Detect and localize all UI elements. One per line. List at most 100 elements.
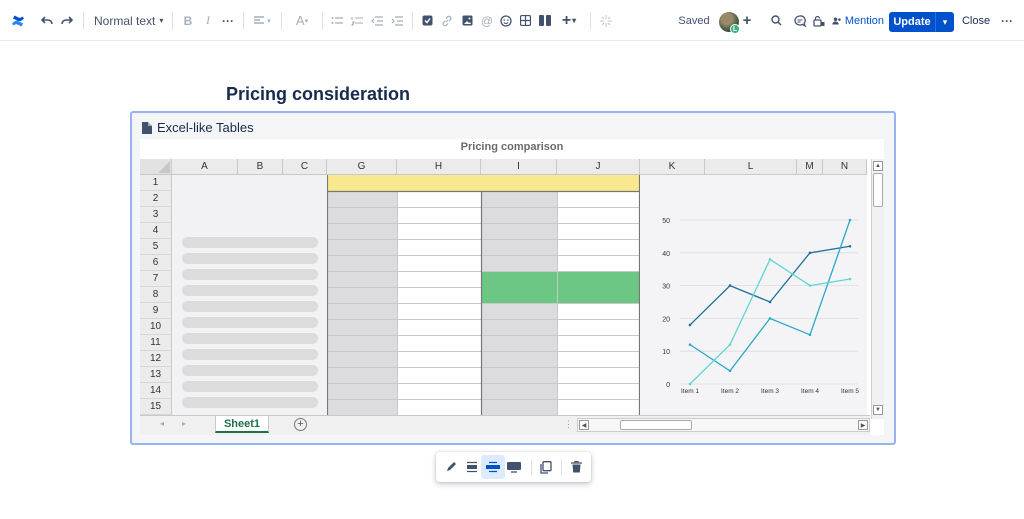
update-options-button[interactable]: ▾: [935, 12, 954, 32]
table-icon[interactable]: [518, 0, 532, 41]
data-point[interactable]: [768, 258, 772, 261]
add-sheet-icon[interactable]: +: [294, 418, 307, 431]
column-header[interactable]: B: [238, 159, 283, 175]
column-header[interactable]: L: [705, 159, 797, 175]
prev-sheet-icon[interactable]: ◂: [160, 419, 165, 428]
comment-icon[interactable]: [793, 0, 807, 41]
row-header[interactable]: 7: [140, 271, 172, 287]
data-point[interactable]: [768, 317, 772, 320]
width-default-icon[interactable]: [460, 455, 484, 479]
sheet-tab[interactable]: Sheet1: [215, 416, 269, 433]
data-point[interactable]: [728, 369, 732, 373]
column-header[interactable]: J: [557, 159, 640, 175]
vertical-scrollbar[interactable]: ▲ ▼: [871, 159, 884, 419]
column-header[interactable]: K: [640, 159, 705, 175]
column-header[interactable]: I: [481, 159, 557, 175]
column-header[interactable]: H: [397, 159, 481, 175]
column-header[interactable]: G: [327, 159, 397, 175]
column-header[interactable]: N: [823, 159, 867, 175]
row-header[interactable]: 10: [140, 319, 172, 335]
redo-icon[interactable]: [59, 0, 75, 41]
row-header[interactable]: 2: [140, 191, 172, 207]
data-point[interactable]: [768, 300, 772, 304]
data-point[interactable]: [728, 343, 732, 346]
next-sheet-icon[interactable]: ▸: [182, 419, 187, 428]
row-header[interactable]: 4: [140, 223, 172, 239]
row-header[interactable]: 15: [140, 399, 172, 415]
outdent-icon[interactable]: [370, 0, 384, 41]
scroll-down-arrow-icon[interactable]: ▼: [873, 405, 883, 415]
line-chart[interactable]: 0 10 20 30 40 50 Item 1 Item 2 Item 3 Item 4 Item …: [640, 175, 867, 419]
restrictions-lock-icon[interactable]: [812, 0, 826, 41]
row-header[interactable]: 8: [140, 287, 172, 303]
undo-icon[interactable]: [39, 0, 55, 41]
row-header[interactable]: 12: [140, 351, 172, 367]
spreadsheet[interactable]: Pricing comparison A B C G H I J K L M N: [140, 139, 884, 435]
delete-trash-icon[interactable]: [564, 455, 588, 479]
horizontal-scrollbar[interactable]: ◀ ▶: [577, 418, 870, 432]
scroll-right-arrow-icon[interactable]: ▶: [858, 420, 868, 430]
text-color-icon[interactable]: A ▾: [295, 13, 309, 28]
column-header[interactable]: C: [283, 159, 327, 175]
select-all-corner[interactable]: [140, 159, 172, 175]
chart-area[interactable]: 0 10 20 30 40 50 Item 1 Item 2 Item 3 Item 4 Item …: [640, 175, 867, 419]
row-header[interactable]: 1: [140, 175, 172, 191]
width-full-icon[interactable]: [502, 455, 526, 479]
confluence-logo-icon[interactable]: [8, 0, 28, 41]
image-icon[interactable]: [460, 0, 474, 41]
copy-icon[interactable]: [534, 455, 558, 479]
action-item-icon[interactable]: [420, 0, 434, 41]
data-point[interactable]: [848, 277, 852, 281]
row-header[interactable]: 3: [140, 207, 172, 223]
mention-button[interactable]: Mention: [832, 0, 884, 41]
more-formatting-icon[interactable]: ···: [222, 13, 234, 28]
width-wide-icon[interactable]: [481, 455, 505, 479]
edit-pencil-icon[interactable]: [439, 455, 463, 479]
splitter-handle-icon[interactable]: ⋮: [564, 419, 573, 429]
data-point[interactable]: [848, 244, 852, 248]
row-header[interactable]: 9: [140, 303, 172, 319]
data-point[interactable]: [808, 333, 812, 337]
update-button[interactable]: Update: [889, 12, 935, 32]
scroll-up-arrow-icon[interactable]: ▲: [873, 161, 883, 171]
scroll-thumb[interactable]: [873, 173, 883, 207]
data-point[interactable]: [688, 343, 692, 346]
numbered-list-icon[interactable]: [350, 0, 364, 41]
insert-more-icon[interactable]: + ▾: [561, 11, 577, 29]
link-icon[interactable]: [440, 0, 454, 41]
scroll-left-arrow-icon[interactable]: ◀: [579, 420, 589, 430]
text-style-dropdown[interactable]: Normal text ▾: [94, 0, 164, 41]
add-collaborator-button[interactable]: +: [742, 12, 752, 29]
merged-cell-panel[interactable]: [172, 175, 327, 419]
row-header[interactable]: 14: [140, 383, 172, 399]
cell-grid[interactable]: [327, 175, 640, 419]
close-button[interactable]: Close: [961, 14, 991, 27]
data-point[interactable]: [728, 284, 732, 287]
data-point[interactable]: [688, 323, 692, 327]
page-title[interactable]: Pricing consideration: [226, 84, 411, 104]
bullet-list-icon[interactable]: [330, 0, 344, 41]
data-point[interactable]: [688, 382, 692, 386]
italic-icon[interactable]: I: [206, 13, 210, 27]
data-point[interactable]: [848, 218, 852, 222]
mention-at-icon[interactable]: @: [480, 13, 494, 28]
series-line-3[interactable]: [689, 258, 851, 385]
row-header[interactable]: 5: [140, 239, 172, 255]
row-header[interactable]: 11: [140, 335, 172, 351]
row-header[interactable]: 13: [140, 367, 172, 383]
emoji-icon[interactable]: [499, 0, 513, 41]
bold-icon[interactable]: B: [183, 13, 193, 28]
search-icon[interactable]: [769, 0, 783, 41]
column-header[interactable]: A: [172, 159, 238, 175]
more-options-icon[interactable]: ···: [1001, 13, 1013, 28]
layouts-icon[interactable]: [538, 0, 552, 41]
data-point[interactable]: [808, 251, 812, 255]
series-line-2[interactable]: [689, 219, 851, 372]
column-header[interactable]: M: [797, 159, 823, 175]
scroll-thumb[interactable]: [620, 420, 692, 430]
data-point[interactable]: [808, 284, 812, 287]
indent-icon[interactable]: [390, 0, 404, 41]
align-icon[interactable]: ▾: [252, 0, 272, 41]
ai-sparkle-icon[interactable]: [598, 0, 614, 41]
row-header[interactable]: 6: [140, 255, 172, 271]
